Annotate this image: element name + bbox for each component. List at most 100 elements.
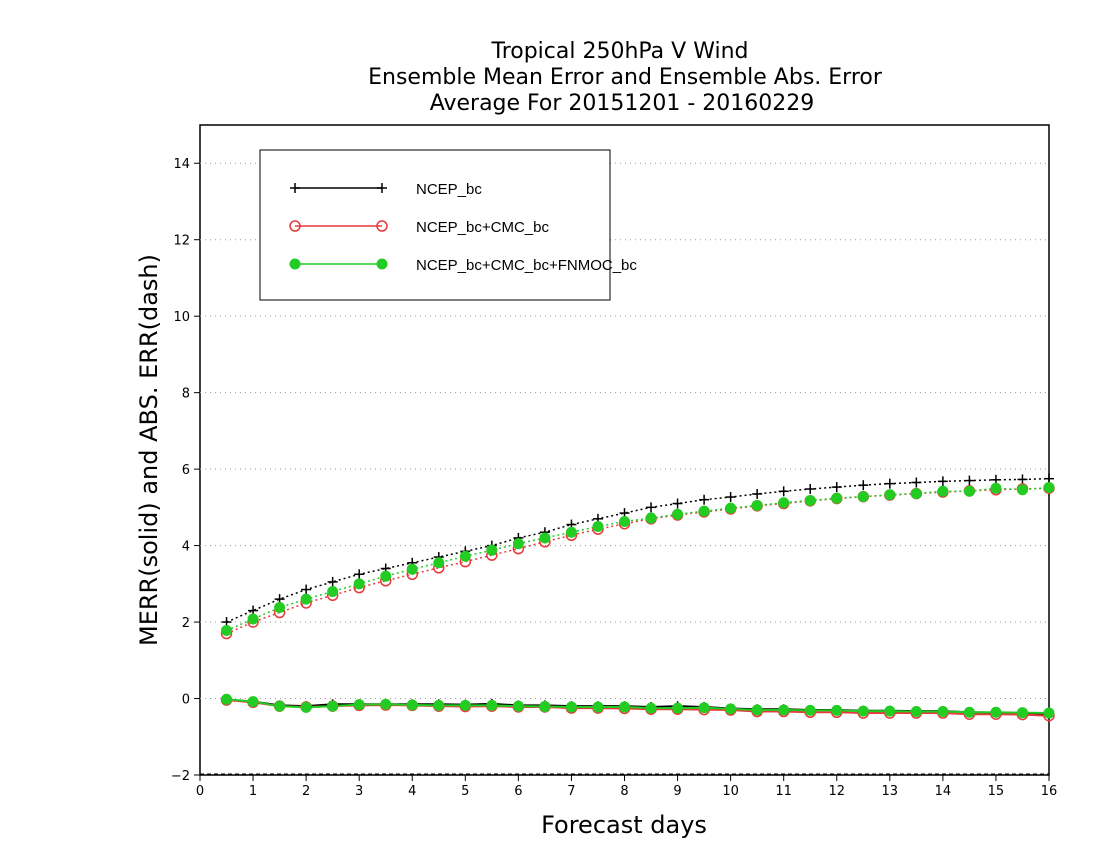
- abs-err-point-ncep-bc-cmc-bc-fnmoc-bc-21: [778, 497, 790, 509]
- legend-label-ncep-cmc: NCEP_bc+CMC_bc: [416, 219, 549, 236]
- mean-err-point-ncep-bc-cmc-bc-fnmoc-bc-17: [672, 702, 684, 714]
- abs-err-line-ncep-bc-cmc-bc-fnmoc-bc: [226, 486, 1050, 632]
- y-tick-label-12: 12: [173, 234, 190, 249]
- abs-err-point-ncep-bc-30: [1017, 474, 1028, 485]
- abs-err-point-ncep-bc-cmc-bc-fnmoc-bc-8: [433, 557, 445, 569]
- legend-marker-end-ncep-bc-cmc-bc-fnmoc-bc: [376, 258, 388, 270]
- abs-err-point-ncep-bc-cmc-bc-fnmoc-bc-20: [751, 499, 763, 511]
- mean-err-point-ncep-bc-cmc-bc-fnmoc-bc-6: [380, 698, 392, 710]
- chart-title-line-3: Average For 20151201 - 20160229: [430, 91, 815, 116]
- legend-box: [259, 149, 611, 301]
- mean-err-point-ncep-bc-cmc-bc-fnmoc-bc-9: [459, 699, 471, 711]
- abs-err-point-ncep-bc-cmc-bc-fnmoc-bc-28: [963, 485, 975, 497]
- mean-err-point-ncep-bc-cmc-bc-fnmoc-bc-3: [300, 701, 312, 713]
- mean-err-point-ncep-bc-cmc-bc-fnmoc-bc-1: [247, 696, 259, 708]
- mean-err-point-ncep-bc-cmc-bc-fnmoc-bc-16: [645, 702, 657, 714]
- abs-err-point-ncep-bc-16: [646, 502, 657, 513]
- abs-err-point-ncep-bc-cmc-bc-fnmoc-bc-12: [539, 532, 551, 544]
- mean-err-point-ncep-bc-cmc-bc-fnmoc-bc-11: [512, 700, 524, 712]
- mean-err-point-ncep-bc-cmc-bc-fnmoc-bc-20: [751, 704, 763, 716]
- abs-err-point-ncep-bc-18: [699, 494, 710, 505]
- legend-marker-start-ncep-bc: [290, 183, 300, 193]
- x-tick-label-5: 5: [461, 784, 469, 799]
- legend-marker-start-ncep-bc-cmc-bc: [289, 220, 301, 232]
- abs-err-point-ncep-bc-cmc-bc-fnmoc-bc-25: [884, 489, 896, 501]
- x-tick-label-1: 1: [249, 784, 257, 799]
- abs-err-point-ncep-bc-cmc-bc-fnmoc-bc-5: [353, 578, 365, 590]
- abs-err-point-ncep-bc-cmc-bc-fnmoc-bc-13: [565, 526, 577, 538]
- abs-err-point-ncep-bc-cmc-bc-fnmoc-bc-14: [592, 520, 604, 532]
- x-tick-label-11: 11: [775, 784, 792, 799]
- abs-err-point-ncep-bc-23: [831, 482, 842, 493]
- abs-err-point-ncep-bc-cmc-bc-fnmoc-bc-2: [274, 602, 286, 614]
- x-tick-label-14: 14: [935, 784, 952, 799]
- legend-label-ncep-bc: NCEP_bc: [416, 181, 482, 198]
- y-tick-label-14: 14: [173, 157, 190, 172]
- legend-marker-start-ncep-bc-cmc-bc-fnmoc-bc: [289, 258, 301, 270]
- x-tick-label-16: 16: [1041, 784, 1058, 799]
- abs-err-point-ncep-bc-19: [725, 492, 736, 503]
- legend: NCEP_bc NCEP_bc+CMC_bc NCEP_bc+CMC_bc+FN…: [259, 149, 637, 301]
- grid-lines: [200, 162, 1049, 775]
- x-axis-ticks: 0 1 2 3 4 5 6 7 8 9 10 11 12 13 14 15 16: [196, 775, 1057, 799]
- abs-err-line-ncep-bc-cmc-bc: [226, 487, 1050, 635]
- y-tick-label--2: −2: [171, 769, 190, 784]
- abs-err-point-ncep-bc-cmc-bc-fnmoc-bc-16: [645, 512, 657, 524]
- legend-marker-end-ncep-bc-cmc-bc: [376, 220, 388, 232]
- x-tick-label-13: 13: [882, 784, 899, 799]
- mean-err-point-ncep-bc-cmc-bc-fnmoc-bc-21: [778, 704, 790, 716]
- mean-err-point-ncep-bc-cmc-bc-fnmoc-bc-7: [406, 699, 418, 711]
- y-tick-label-0: 0: [182, 693, 190, 708]
- y-tick-label-8: 8: [182, 387, 190, 402]
- mean-err-point-ncep-bc-cmc-bc-fnmoc-bc-5: [353, 699, 365, 711]
- series-lines: [220, 473, 1055, 722]
- legend-marker-end-ncep-bc: [377, 183, 387, 193]
- mean-err-point-ncep-bc-cmc-bc-fnmoc-bc-19: [725, 703, 737, 715]
- y-tick-label-6: 6: [182, 463, 190, 478]
- mean-err-point-ncep-bc-cmc-bc-fnmoc-bc-13: [565, 701, 577, 713]
- abs-err-point-ncep-bc-cmc-bc-fnmoc-bc-7: [406, 563, 418, 575]
- mean-err-point-ncep-bc-cmc-bc-fnmoc-bc-8: [433, 699, 445, 711]
- abs-err-point-ncep-bc-25: [884, 478, 895, 489]
- abs-err-point-ncep-bc-5: [354, 569, 365, 580]
- x-tick-label-3: 3: [355, 784, 363, 799]
- x-axis-label: Forecast days: [541, 811, 707, 839]
- abs-err-point-ncep-bc-cmc-bc-fnmoc-bc-24: [857, 491, 869, 503]
- mean-err-point-ncep-bc-cmc-bc-fnmoc-bc-30: [1016, 707, 1028, 719]
- chart-title-line-1: Tropical 250hPa V Wind: [490, 39, 748, 64]
- y-axis-ticks: −2 0 2 4 6 8 10 12 14: [171, 157, 200, 784]
- x-tick-label-6: 6: [514, 784, 522, 799]
- abs-err-point-ncep-bc-cmc-bc-fnmoc-bc-3: [300, 593, 312, 605]
- mean-err-point-ncep-bc-cmc-bc-fnmoc-bc-27: [937, 706, 949, 718]
- abs-err-point-ncep-bc-cmc-bc-fnmoc-bc-18: [698, 505, 710, 517]
- abs-err-point-ncep-bc-26: [911, 477, 922, 488]
- mean-err-point-ncep-bc-cmc-bc-fnmoc-bc-18: [698, 702, 710, 714]
- abs-err-point-ncep-bc-cmc-bc-fnmoc-bc-27: [937, 485, 949, 497]
- mean-err-point-ncep-bc-cmc-bc-fnmoc-bc-14: [592, 701, 604, 713]
- mean-err-point-ncep-bc-cmc-bc-fnmoc-bc-31: [1043, 707, 1055, 719]
- y-axis-label: MERR(solid) and ABS. ERR(dash): [135, 254, 163, 646]
- x-tick-label-2: 2: [302, 784, 310, 799]
- x-tick-label-10: 10: [722, 784, 739, 799]
- mean-err-point-ncep-bc-cmc-bc-fnmoc-bc-4: [327, 700, 339, 712]
- x-tick-label-7: 7: [567, 784, 575, 799]
- mean-err-point-ncep-bc-cmc-bc-fnmoc-bc-26: [910, 706, 922, 718]
- mean-err-point-ncep-bc-cmc-bc-fnmoc-bc-2: [274, 700, 286, 712]
- abs-err-point-ncep-bc-cmc-bc-fnmoc-bc-26: [910, 488, 922, 500]
- x-tick-label-9: 9: [673, 784, 681, 799]
- y-tick-label-4: 4: [182, 540, 190, 555]
- x-tick-label-12: 12: [828, 784, 845, 799]
- abs-err-point-ncep-bc-cmc-bc-fnmoc-bc-4: [327, 585, 339, 597]
- abs-err-point-ncep-bc-27: [937, 476, 948, 487]
- mean-err-point-ncep-bc-cmc-bc-fnmoc-bc-0: [221, 693, 233, 705]
- abs-err-point-ncep-bc-cmc-bc-fnmoc-bc-10: [486, 544, 498, 556]
- mean-err-point-ncep-bc-cmc-bc-fnmoc-bc-24: [857, 705, 869, 717]
- mean-err-point-ncep-bc-cmc-bc-fnmoc-bc-22: [804, 704, 816, 716]
- legend-label-ncep-cmc-fnmoc: NCEP_bc+CMC_bc+FNMOC_bc: [416, 257, 637, 274]
- y-tick-label-2: 2: [182, 616, 190, 631]
- x-tick-label-8: 8: [620, 784, 628, 799]
- abs-err-point-ncep-bc-cmc-bc-fnmoc-bc-19: [725, 502, 737, 514]
- abs-err-point-ncep-bc-20: [752, 488, 763, 499]
- mean-err-point-ncep-bc-cmc-bc-fnmoc-bc-12: [539, 701, 551, 713]
- x-tick-label-4: 4: [408, 784, 416, 799]
